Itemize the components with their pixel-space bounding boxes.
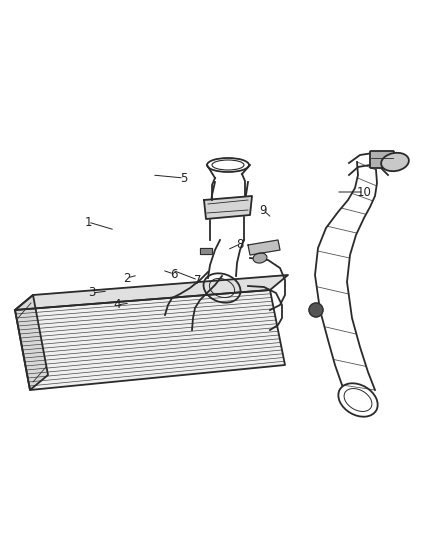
Text: 3: 3 bbox=[88, 287, 95, 300]
Polygon shape bbox=[248, 240, 280, 255]
Text: 6: 6 bbox=[170, 268, 178, 280]
Text: 9: 9 bbox=[259, 204, 267, 216]
Polygon shape bbox=[15, 290, 285, 390]
Text: 2: 2 bbox=[123, 271, 131, 285]
Polygon shape bbox=[15, 275, 288, 310]
Ellipse shape bbox=[253, 253, 267, 263]
Text: 10: 10 bbox=[357, 185, 371, 198]
Text: 7: 7 bbox=[194, 273, 202, 287]
Ellipse shape bbox=[381, 153, 409, 171]
Circle shape bbox=[309, 303, 323, 317]
FancyBboxPatch shape bbox=[370, 151, 394, 168]
Polygon shape bbox=[200, 248, 212, 254]
Text: 1: 1 bbox=[84, 215, 92, 229]
Polygon shape bbox=[15, 295, 48, 390]
Text: 5: 5 bbox=[180, 172, 188, 184]
Polygon shape bbox=[204, 196, 252, 219]
Text: 8: 8 bbox=[237, 238, 244, 251]
Text: 4: 4 bbox=[113, 298, 121, 311]
